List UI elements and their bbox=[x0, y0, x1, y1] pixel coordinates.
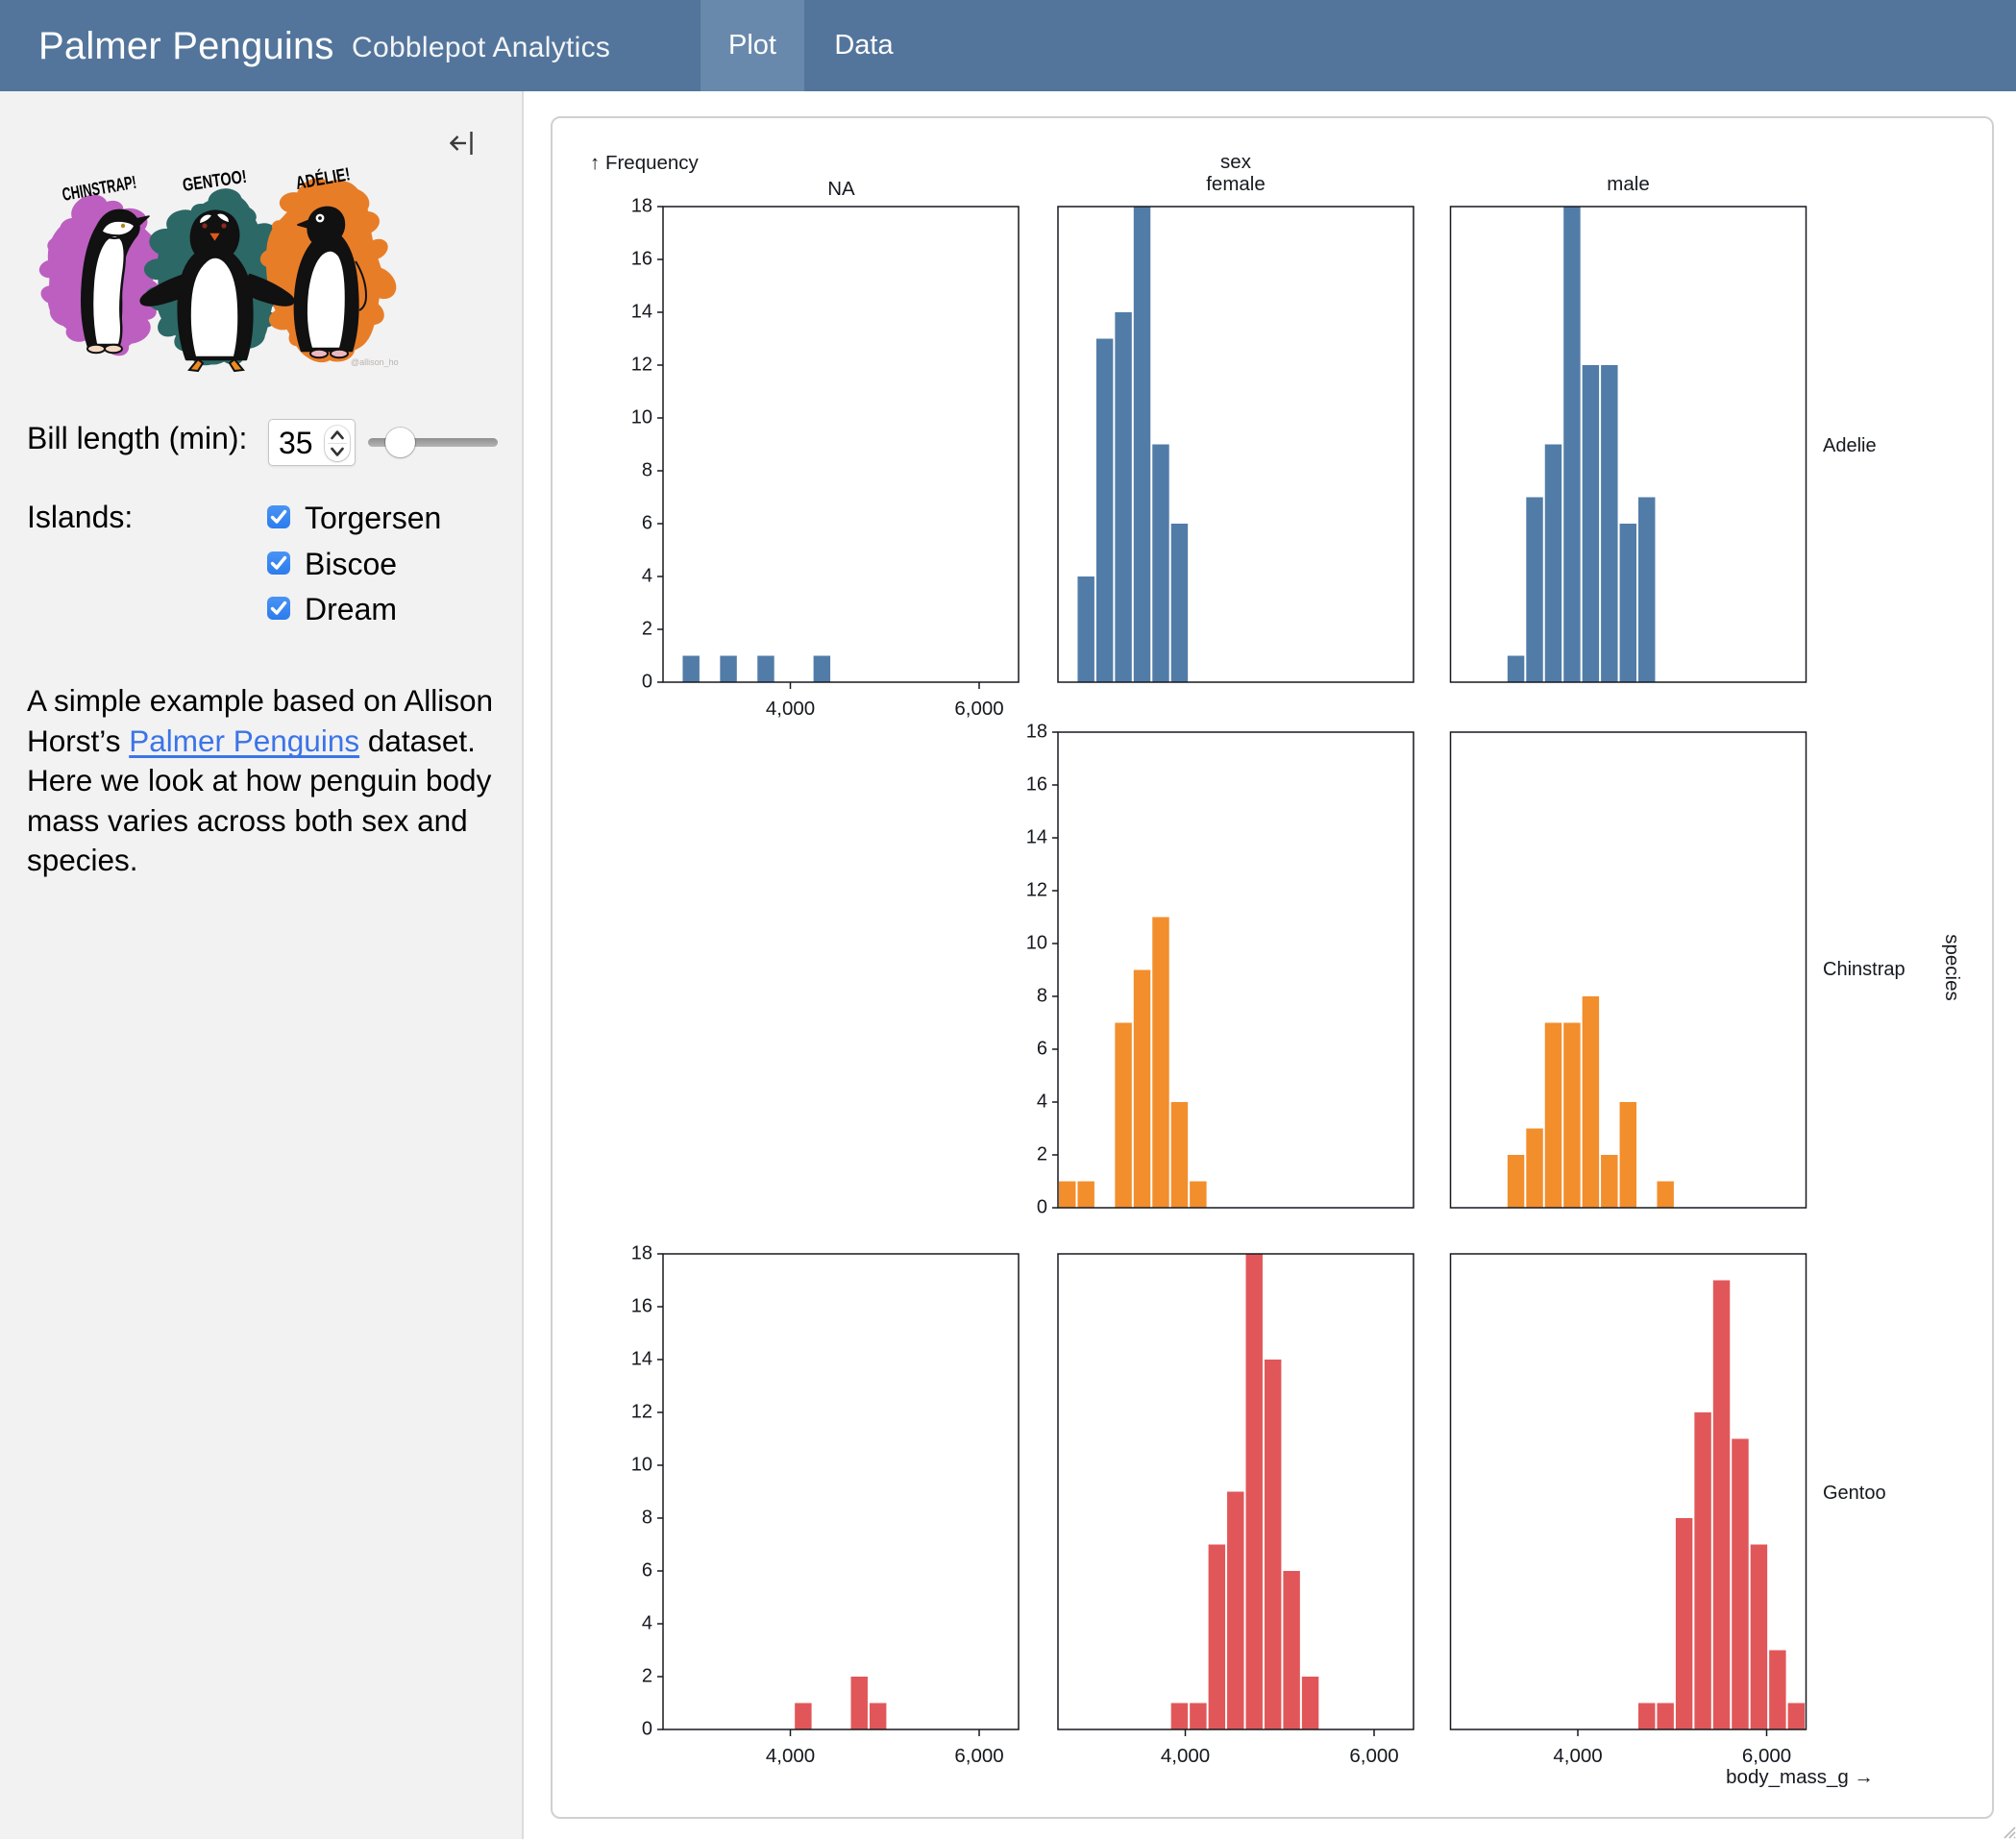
svg-text:@allison_horst: @allison_horst bbox=[351, 357, 399, 367]
svg-text:16: 16 bbox=[631, 1296, 652, 1317]
svg-text:6,000: 6,000 bbox=[954, 1745, 1003, 1767]
svg-text:6,000: 6,000 bbox=[1742, 1745, 1791, 1767]
svg-text:sex: sex bbox=[1220, 151, 1252, 173]
svg-text:2: 2 bbox=[642, 619, 652, 640]
svg-text:Chinstrap: Chinstrap bbox=[1823, 959, 1905, 980]
svg-text:4,000: 4,000 bbox=[766, 698, 815, 720]
svg-text:2: 2 bbox=[1037, 1144, 1047, 1165]
svg-text:16: 16 bbox=[631, 249, 652, 270]
svg-text:Gentoo: Gentoo bbox=[1823, 1483, 1886, 1504]
svg-text:12: 12 bbox=[631, 1402, 652, 1423]
svg-text:2: 2 bbox=[642, 1666, 652, 1687]
svg-text:6: 6 bbox=[642, 513, 652, 534]
svg-text:female: female bbox=[1206, 173, 1266, 195]
svg-text:4,000: 4,000 bbox=[766, 1745, 815, 1767]
svg-text:12: 12 bbox=[631, 355, 652, 376]
svg-text:Adelie: Adelie bbox=[1823, 435, 1877, 456]
svg-text:18: 18 bbox=[631, 196, 652, 217]
svg-text:8: 8 bbox=[642, 1508, 652, 1529]
svg-text:14: 14 bbox=[1026, 827, 1047, 848]
svg-text:14: 14 bbox=[631, 1349, 652, 1370]
svg-text:8: 8 bbox=[642, 460, 652, 481]
svg-text:4: 4 bbox=[642, 566, 652, 587]
svg-text:10: 10 bbox=[631, 1455, 652, 1476]
svg-text:species: species bbox=[1941, 934, 1963, 1001]
svg-text:6: 6 bbox=[642, 1560, 652, 1582]
svg-text:6: 6 bbox=[1037, 1039, 1047, 1060]
svg-text:0: 0 bbox=[642, 1719, 652, 1740]
svg-text:0: 0 bbox=[1037, 1197, 1047, 1218]
svg-text:14: 14 bbox=[631, 302, 652, 323]
svg-text:10: 10 bbox=[1026, 933, 1047, 954]
svg-text:GENTOO!: GENTOO! bbox=[182, 167, 248, 196]
svg-text:4: 4 bbox=[1037, 1091, 1047, 1113]
svg-text:0: 0 bbox=[642, 672, 652, 693]
svg-text:↑ Frequency: ↑ Frequency bbox=[590, 152, 700, 174]
svg-text:6,000: 6,000 bbox=[1349, 1745, 1398, 1767]
svg-text:6,000: 6,000 bbox=[954, 698, 1003, 720]
svg-text:male: male bbox=[1607, 173, 1649, 195]
svg-text:18: 18 bbox=[631, 1243, 652, 1264]
svg-text:16: 16 bbox=[1026, 774, 1047, 796]
svg-text:8: 8 bbox=[1037, 986, 1047, 1007]
svg-text:12: 12 bbox=[1026, 880, 1047, 901]
svg-text:10: 10 bbox=[631, 407, 652, 429]
svg-text:4: 4 bbox=[642, 1613, 652, 1634]
svg-text:body_mass_g →: body_mass_g → bbox=[1726, 1766, 1874, 1788]
svg-text:4,000: 4,000 bbox=[1553, 1745, 1602, 1767]
svg-text:4,000: 4,000 bbox=[1161, 1745, 1210, 1767]
svg-text:NA: NA bbox=[827, 178, 855, 200]
svg-text:18: 18 bbox=[1026, 722, 1047, 743]
